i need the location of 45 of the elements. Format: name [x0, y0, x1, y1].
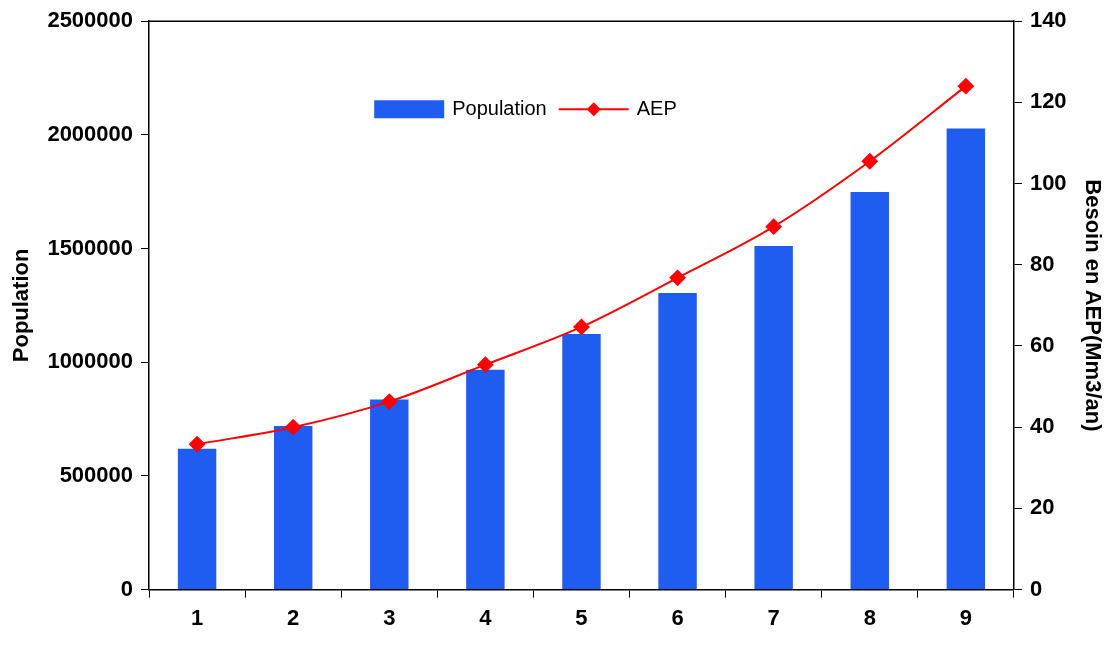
point [669, 269, 686, 286]
x-tick-label: 9 [959, 604, 972, 630]
bar [273, 425, 313, 590]
y2-tick-label: 140 [1029, 7, 1067, 33]
x-tick-label: 7 [767, 604, 780, 630]
bar [562, 334, 601, 590]
bar [946, 128, 986, 590]
y2-tick-label: 120 [1029, 88, 1067, 114]
x-tick-label: 8 [863, 604, 876, 630]
y2-tick-label: 80 [1029, 250, 1055, 276]
x-tick-label: 4 [479, 604, 493, 630]
bar [177, 448, 217, 590]
x-tick-label: 3 [383, 604, 396, 630]
y-tick-label: 500000 [59, 461, 134, 487]
point [285, 419, 302, 436]
y-tick-label: 1000000 [47, 348, 134, 374]
bar [658, 293, 697, 590]
point [381, 393, 398, 410]
y2-tick-label: 20 [1029, 494, 1055, 520]
x-tick-label: 6 [671, 604, 684, 630]
bar [370, 399, 409, 590]
legend-label: AEP [636, 96, 677, 119]
legend-label: Population [452, 96, 547, 119]
y2-axis-title: Besoin en AEP(Mm3/an) [1080, 179, 1106, 432]
y-axis-title: Population [8, 248, 34, 363]
point [573, 318, 590, 335]
y-tick-label: 2500000 [47, 7, 134, 33]
bar [754, 246, 793, 590]
y-tick-label: 2000000 [47, 120, 134, 146]
y2-tick-label: 60 [1029, 332, 1055, 358]
bar [850, 191, 889, 590]
bar [466, 369, 505, 590]
point [189, 436, 206, 453]
point [861, 153, 878, 170]
y-tick-label: 1500000 [47, 234, 134, 260]
point [957, 78, 974, 95]
y2-tick-label: 100 [1029, 169, 1067, 195]
point [765, 218, 782, 235]
y-tick-label: 0 [120, 575, 134, 601]
x-tick-label: 2 [287, 604, 300, 630]
y2-tick-label: 0 [1029, 575, 1043, 601]
point [477, 356, 494, 373]
y2-tick-label: 40 [1029, 413, 1055, 439]
x-tick-label: 1 [190, 604, 204, 630]
x-tick-label: 5 [575, 604, 588, 630]
